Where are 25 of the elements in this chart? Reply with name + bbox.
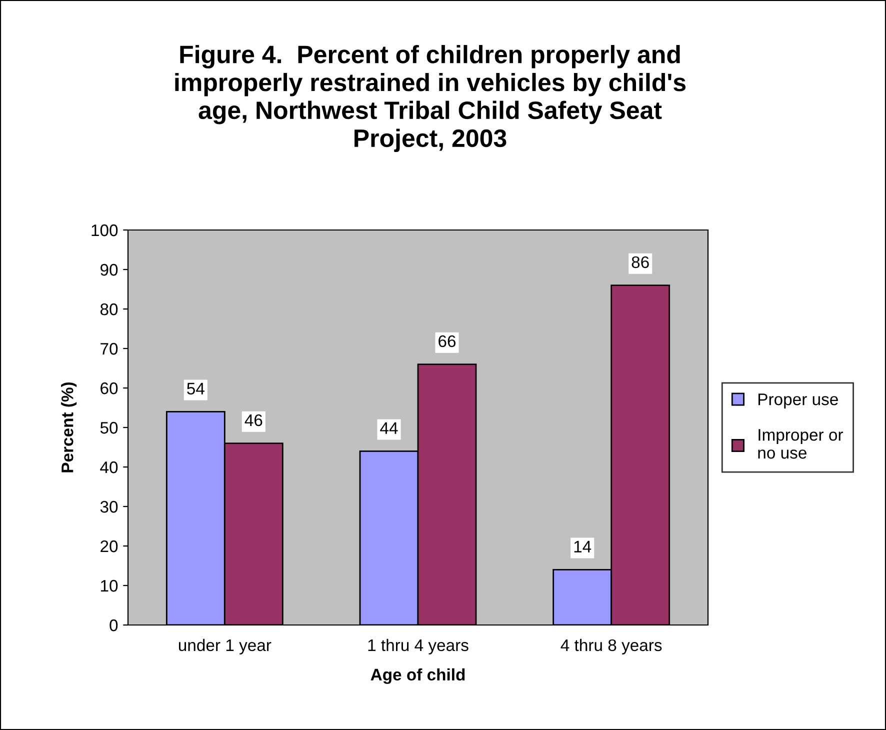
- y-tick-label: 20: [100, 540, 118, 552]
- y-tick-label: 0: [110, 619, 118, 632]
- data-label: 66: [438, 335, 456, 348]
- y-tick-label: 10: [101, 580, 118, 592]
- y-tick-label: 50: [100, 422, 118, 434]
- data-label: 44: [380, 422, 398, 434]
- y-tick-label: 60: [100, 382, 118, 394]
- x-tick-label: 4 thru 8 years: [560, 638, 662, 654]
- data-label: 54: [187, 382, 204, 395]
- legend-label: Improper or no use: [758, 429, 843, 459]
- legend-label: Proper use: [758, 394, 838, 409]
- data-label: 14: [574, 540, 592, 552]
- y-tick-label: 30: [100, 500, 118, 513]
- y-tick-label: 100: [92, 224, 118, 236]
- data-label: 46: [244, 414, 262, 426]
- y-tick-label: 80: [100, 303, 118, 316]
- x-tick-label: under 1 year: [178, 638, 272, 654]
- chart-title: Figure 4. Percent of children properly and improperly restrained in vehicles by child's age, Northwest Tribal Child Safety Seat Project, 2003: [175, 45, 686, 152]
- x-axis-title: Age of child: [370, 668, 465, 684]
- data-label: 86: [632, 256, 649, 268]
- y-tick-label: 90: [100, 264, 118, 276]
- y-tick-label: 40: [100, 461, 118, 474]
- x-tick-label: 1 thru 4 years: [368, 638, 468, 654]
- y-tick-label: 70: [100, 342, 118, 355]
- y-axis-title: Percent (%): [61, 382, 77, 472]
